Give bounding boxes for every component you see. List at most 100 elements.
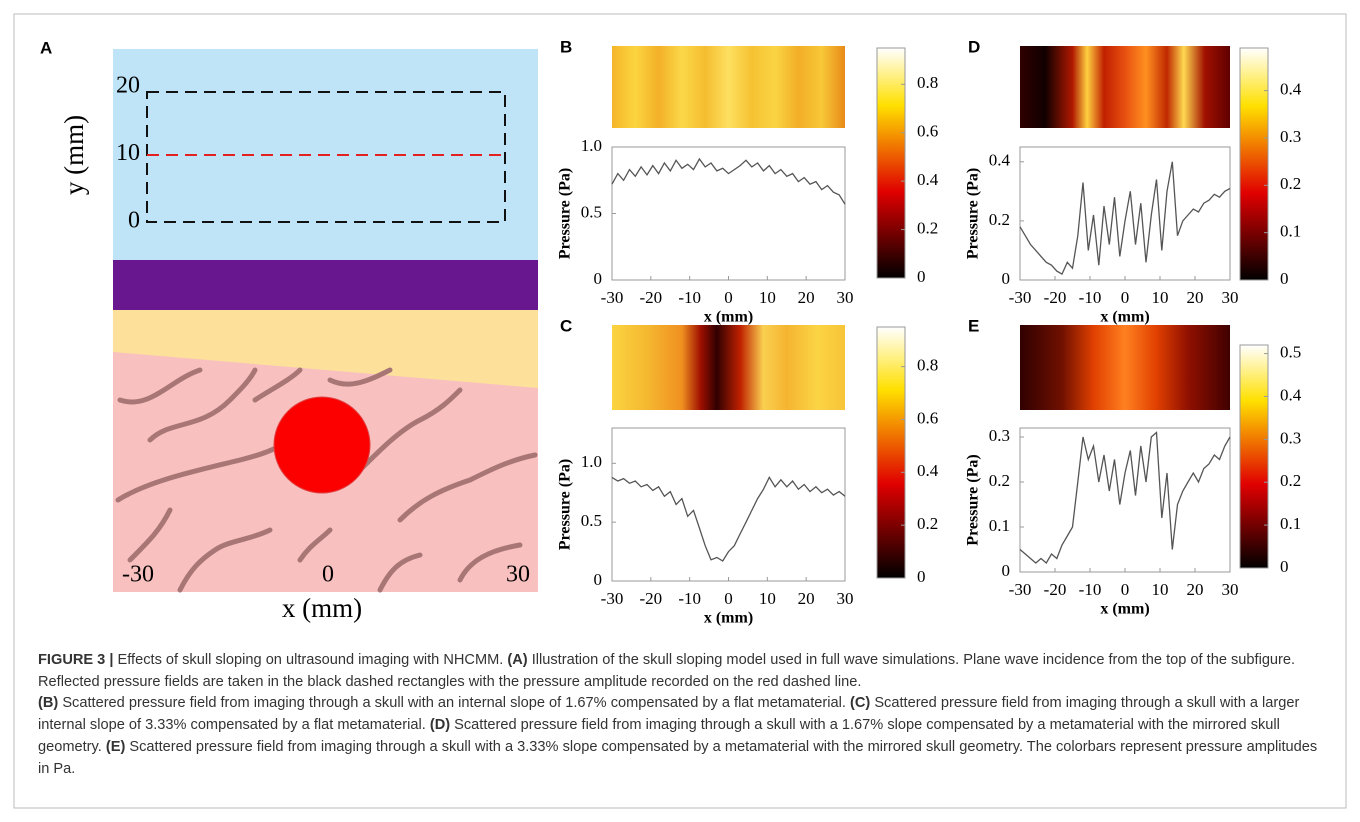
colorbar-tick-label: 0 — [917, 267, 926, 286]
y-tick-label: 0 — [594, 269, 603, 288]
x-tick-label: 30 — [1222, 580, 1239, 599]
x-tick-label: -30 — [1009, 580, 1032, 599]
colorbar-tick-label: 0.8 — [917, 73, 938, 92]
y-tick-label: 1.0 — [581, 136, 602, 155]
panel-label: D — [968, 37, 980, 56]
colorbar-tick-label: 0.2 — [1280, 471, 1301, 490]
y-tick-label: 0.3 — [989, 426, 1010, 445]
y-tick-label: 20 — [116, 73, 140, 99]
colorbar-tick-label: 0.2 — [917, 514, 938, 533]
colorbar-tick-label: 0.4 — [1280, 385, 1302, 404]
panel-label: A — [40, 38, 52, 57]
colorbar-tick-label: 0 — [1280, 557, 1289, 576]
x-tick-label: 10 — [759, 288, 776, 307]
plot-frame — [611, 146, 846, 281]
y-tick-label: 0 — [128, 208, 140, 234]
colorbar-tick-label: 0.5 — [1280, 342, 1301, 361]
pressure-line — [611, 476, 846, 562]
x-axis-label: x (mm) — [282, 593, 362, 623]
part-label: (E) — [105, 738, 126, 755]
heatmap — [612, 325, 845, 410]
x-axis-label: x (mm) — [704, 309, 753, 326]
vessels — [115, 367, 538, 593]
colorbar — [1239, 344, 1269, 569]
target — [273, 396, 371, 494]
panel-a — [113, 49, 538, 593]
colorbar-tick-label: 0.2 — [917, 218, 938, 237]
colorbar — [1239, 47, 1269, 281]
x-tick-label: 30 — [837, 288, 854, 307]
x-tick-label: 0 — [724, 288, 733, 307]
x-axis-label: x (mm) — [704, 610, 753, 627]
part-label: (A) — [507, 652, 528, 668]
y-axis-label: Pressure (Pa) — [965, 168, 982, 259]
part-text: Scattered pressure field from imaging th… — [62, 695, 846, 712]
colorbar-tick-label: 0.2 — [1280, 174, 1301, 193]
x-tick-label: 30 — [506, 562, 530, 588]
y-axis-label: Pressure (Pa) — [965, 454, 982, 545]
x-axis-label: x (mm) — [1100, 601, 1149, 618]
x-tick-label: -20 — [1044, 288, 1067, 307]
x-tick-label: 0 — [724, 589, 733, 608]
x-tick-label: -20 — [1044, 580, 1067, 599]
colorbar — [876, 326, 906, 579]
figure-frame — [13, 13, 1347, 809]
x-tick-label: 20 — [798, 288, 815, 307]
part-label: (B) — [38, 695, 59, 712]
x-axis-label: x (mm) — [1100, 309, 1149, 326]
x-tick-label: -10 — [678, 288, 701, 307]
x-tick-label: -20 — [639, 288, 662, 307]
figure-label: FIGURE 3 | — [38, 652, 114, 668]
x-tick-label: 0 — [1121, 288, 1130, 307]
caption-intro: Effects of skull sloping on ultrasound i… — [117, 652, 504, 668]
x-tick-label: -30 — [122, 562, 154, 588]
pressure-line — [611, 157, 846, 205]
colorbar-tick-label: 0.4 — [1280, 80, 1302, 99]
heatmap — [612, 46, 845, 128]
x-tick-label: -10 — [678, 589, 701, 608]
y-tick-label: 0 — [594, 570, 603, 589]
pressure-line — [1019, 431, 1231, 564]
x-tick-label: 10 — [1152, 580, 1169, 599]
y-tick-label: 0.5 — [581, 511, 602, 530]
dashed-rectangle — [146, 91, 506, 223]
heatmap — [1020, 325, 1230, 410]
y-axis-label: Pressure (Pa) — [557, 459, 574, 550]
metamaterial — [113, 260, 538, 310]
x-tick-label: 20 — [1187, 580, 1204, 599]
y-tick-label: 0.5 — [581, 202, 602, 221]
x-tick-label: -10 — [1079, 580, 1102, 599]
y-axis-label: Pressure (Pa) — [557, 168, 574, 259]
y-tick-label: 1.0 — [581, 452, 602, 471]
x-tick-label: 30 — [837, 589, 854, 608]
colorbar-tick-label: 0.8 — [917, 356, 938, 375]
part-text: Scattered pressure field from imaging th… — [38, 695, 1300, 734]
part-text: Illustration of the skull sloping model … — [38, 652, 1296, 690]
colorbar-tick-label: 0 — [917, 567, 926, 586]
part-label: (C) — [850, 695, 871, 712]
colorbar — [876, 47, 906, 279]
y-axis-label: y (mm) — [59, 115, 89, 195]
pressure-line — [1019, 161, 1231, 276]
colorbar-tick-label: 0.4 — [917, 170, 939, 189]
panel-label: C — [560, 316, 572, 335]
caption: FIGURE 3 | Effects of skull sloping on u… — [38, 650, 1330, 780]
panel-label: E — [968, 316, 979, 335]
colorbar-tick-label: 0.3 — [1280, 428, 1301, 447]
x-tick-label: 0 — [1121, 580, 1130, 599]
x-tick-label: -10 — [1079, 288, 1102, 307]
y-tick-label: 0.4 — [989, 151, 1011, 170]
x-tick-label: 0 — [322, 562, 334, 588]
x-tick-label: 10 — [759, 589, 776, 608]
y-tick-label: 0.2 — [989, 471, 1010, 490]
part-text: Scattered pressure field from imaging th… — [38, 717, 1280, 755]
part-text: Scattered pressure field from imaging th… — [38, 738, 1318, 777]
y-tick-label: 0 — [1002, 561, 1011, 580]
colorbar-tick-label: 0 — [1280, 269, 1289, 288]
colorbar-tick-label: 0.6 — [917, 408, 938, 427]
x-tick-label: -30 — [601, 288, 624, 307]
y-tick-label: 10 — [116, 140, 140, 166]
plot-frame — [1019, 146, 1231, 281]
x-tick-label: 20 — [1187, 288, 1204, 307]
